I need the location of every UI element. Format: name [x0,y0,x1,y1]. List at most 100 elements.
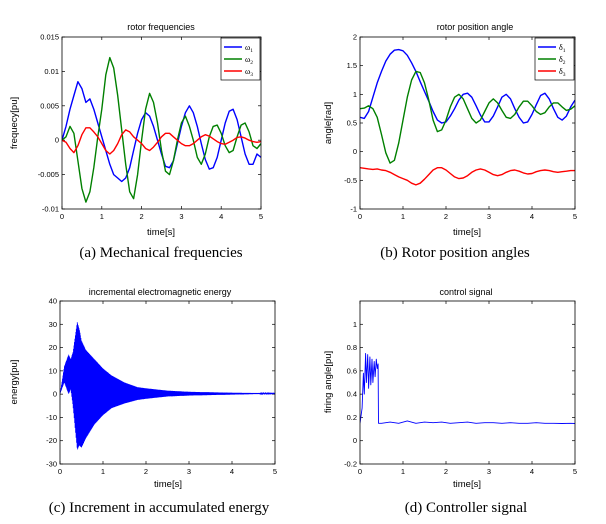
x-tick-label: 3 [487,212,491,221]
y-tick-label: 1 [353,320,357,329]
legend-label: ω3 [245,67,253,78]
y-tick-label: 0 [353,147,357,156]
chart-b: rotor position angle 0 1 2 3 4 5 -1 -0.5 0 0.5 1 1.… [323,22,577,261]
y-tick-label: 0 [55,136,59,145]
y-tick-label: 0 [53,390,57,399]
chart-d: control signal 0 1 2 3 4 5-0.200.20.40.60.81 … [323,287,577,516]
chart-c-ticks: 0 1 2 3 4 5 -30 -20 -10 0 10 20 30 40 [46,297,277,477]
y-tick-label: -20 [46,436,57,445]
caption-a: (a) Mechanical frequencies [79,245,242,261]
x-tick-label: 2 [444,467,448,476]
chart-a-axes [61,36,262,210]
caption-b: (b) Rotor position angles [380,245,530,261]
series-line-d [360,352,575,424]
y-tick-label: -0.2 [344,460,357,469]
legend-label-subscript: 2 [250,60,253,66]
x-tick-label: 4 [530,467,534,476]
chart-a-ylabel: frequecy[pu] [9,97,20,149]
y-tick-label: -1 [350,205,357,214]
legend-label: δ3 [559,67,566,78]
y-tick-label: 0.8 [347,343,357,352]
legend-label-subscript: 3 [563,72,566,78]
y-tick-label: -30 [46,460,57,469]
x-tick-label: 5 [573,212,577,221]
chart-b-axes [359,36,576,210]
x-tick-label: 3 [487,467,491,476]
x-tick-label: 2 [444,212,448,221]
x-tick-label: 1 [101,467,105,476]
y-tick-label: 0.01 [44,67,59,76]
series-line-b2 [360,70,575,164]
y-tick-label: -10 [46,413,57,422]
series-line-a3 [62,127,261,155]
chart-a-xlabel: time[s] [147,227,175,238]
caption-c: (c) Increment in accumulated energy [49,500,270,516]
chart-c-title: incremental electromagnetic energy [89,287,232,297]
chart-a-title: rotor frequencies [127,22,195,32]
legend-label: δ2 [559,55,566,66]
y-tick-label: 10 [49,366,57,375]
chart-d-axes [359,300,576,465]
legend-label-subscript: 1 [563,48,566,54]
y-tick-label: -0.005 [38,170,59,179]
x-tick-label: 1 [401,467,405,476]
chart-c-ylabel: energy[pu] [9,360,20,405]
y-tick-label: 0.2 [347,413,357,422]
y-tick-label: 20 [49,343,57,352]
y-tick-label: 0.5 [347,119,357,128]
x-tick-label: 2 [140,212,144,221]
x-tick-label: 0 [58,467,62,476]
y-tick-label: -0.5 [344,176,357,185]
chart-d-ylabel: firing angle[pu] [323,351,334,413]
x-tick-label: 0 [358,467,362,476]
y-tick-label: 0.015 [40,33,59,42]
x-tick-label: 0 [60,212,64,221]
y-tick-label: 40 [49,297,57,306]
series-line-a2 [62,56,261,203]
legend-label: ω2 [245,55,253,66]
chart-d-title: control signal [439,287,492,297]
chart-d-series [360,352,575,424]
y-tick-label: 0.4 [347,390,357,399]
y-tick-label: 30 [49,320,57,329]
x-tick-label: 5 [273,467,277,476]
y-tick-label: 0.6 [347,366,357,375]
y-tick-label: 2 [353,33,357,42]
chart-c: incremental electromagnetic energy 0 1 2 3 4… [9,287,277,516]
legend-label-subscript: 3 [250,72,253,78]
x-tick-label: 0 [358,212,362,221]
chart-b-ylabel: angle[rad] [323,102,334,144]
chart-b-xlabel: time[s] [453,227,481,238]
x-tick-label: 3 [187,467,191,476]
chart-d-ticks: 0 1 2 3 4 5-0.200.20.40.60.81 [344,301,577,476]
series-line-a1 [62,81,261,183]
chart-b-title: rotor position angle [437,22,514,32]
x-tick-label: 4 [530,212,534,221]
y-tick-label: 1.5 [347,61,357,70]
series-line-b3 [360,167,575,186]
x-tick-label: 4 [219,212,223,221]
caption-d: (d) Controller signal [405,500,527,516]
chart-c-series [60,321,275,450]
x-tick-label: 2 [144,467,148,476]
legend-label: δ1 [559,43,566,54]
legend-label-subscript: 2 [563,60,566,66]
chart-c-xlabel: time[s] [154,479,182,490]
chart-a: rotor frequencies 0 1 2 3 4 5 -0.01 -0.005 0 0.00… [9,22,263,261]
y-tick-label: 1 [353,90,357,99]
series-line-energy [60,321,275,450]
x-tick-label: 4 [230,467,234,476]
x-tick-label: 5 [573,467,577,476]
x-tick-label: 5 [259,212,263,221]
y-tick-label: 0.005 [40,101,59,110]
y-tick-label: -0.01 [42,205,59,214]
chart-c-axes [59,300,276,465]
x-tick-label: 1 [100,212,104,221]
chart-a-series [62,56,261,203]
chart-d-xlabel: time[s] [453,479,481,490]
x-tick-label: 3 [179,212,183,221]
series-line-b1 [360,48,575,124]
